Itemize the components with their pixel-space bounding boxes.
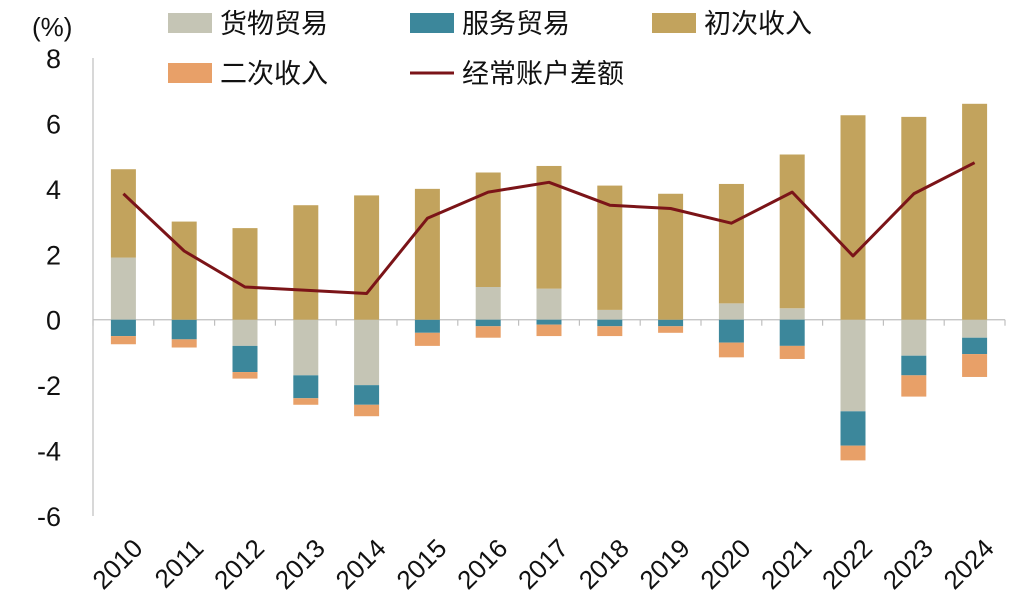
bar-segment [414,332,440,346]
x-tick-label: 2024 [938,533,1000,595]
y-tick-label: 2 [46,240,61,270]
bar-segment [962,354,988,377]
x-tick-label: 2017 [512,533,574,595]
bar-segment [354,195,380,320]
bar-segment [840,411,866,446]
legend-label-current-account: 经常账户差额 [462,59,624,90]
y-tick-label: -6 [37,502,61,532]
bar-segment [658,326,684,333]
bar-segment [232,345,258,373]
y-tick-label: 0 [46,306,61,336]
bar-segment [840,115,866,320]
bar-segment [779,308,805,320]
legend-swatch-goods [168,13,212,33]
x-labels: 2010 201120122013201420152016201720182019… [86,533,999,595]
x-tick-label: 2011 [149,533,210,594]
bar-segment [232,319,258,346]
y-tick-label: 6 [46,109,61,139]
bar-segment [354,319,380,386]
bar-segment [475,326,501,338]
x-tick-label: 2022 [816,533,878,595]
x-tick-label: 2010 [86,533,148,595]
bar-segment [718,342,744,358]
bar-segment [171,339,197,348]
bar-segment [536,319,562,325]
bar-segment [171,221,197,320]
bar-segment [658,319,684,327]
bar-segment [354,404,380,417]
legend-label-goods: 货物贸易 [220,9,328,40]
legend-swatch-primary-income [652,13,696,33]
bar-segment [718,183,744,304]
bar-segment [779,345,805,359]
bar-segment [597,326,623,337]
bar-segment [110,319,136,337]
bar-segment [475,319,501,327]
legend-label-services: 服务贸易 [462,9,570,40]
x-tick-label: 2012 [208,533,270,595]
y-tick-label: -4 [37,437,61,467]
bar-segment [901,319,927,356]
bar-segment [658,193,684,320]
bar-segment [414,319,440,333]
bar-segment [718,319,744,343]
y-tick-label: 4 [46,175,61,205]
bar-segment [232,372,258,379]
legend: 货物贸易 服务贸易 初次收入 二次收入 经常账户差额 [168,9,812,90]
bar-segment [962,337,988,355]
legend-label-secondary-income: 二次收入 [220,59,328,90]
bar-segment [414,188,440,320]
bar-segment [354,385,380,405]
x-tick-label: 2018 [573,533,635,595]
bar-segment [718,303,744,320]
x-tick-label: 2021 [755,533,817,595]
bar-segment [475,287,501,320]
x-tick-label: 2016 [451,533,513,595]
line-layer [122,161,976,296]
bar-segment [293,375,319,399]
x-tick-label: 2013 [269,533,331,595]
bar-segment [597,319,623,327]
bar-segment [536,324,562,337]
legend-swatch-secondary-income [168,63,212,83]
bar-segment [232,228,258,320]
unit-label: (%) [32,12,72,42]
x-tick-label: 2023 [877,533,939,595]
bar-segment [293,319,319,376]
bar-segment [110,336,136,345]
bar-segment [962,103,988,320]
bar-segment [779,319,805,346]
bar-segment [901,355,927,376]
legend-label-primary-income: 初次收入 [704,9,812,40]
x-tick-label: 2014 [330,533,392,595]
bar-segment [840,319,866,412]
bar-segment [171,319,197,340]
current-account-line [122,161,976,296]
y-tick-label: 8 [46,44,61,74]
bar-segment [110,257,136,320]
bar-segment [293,398,319,405]
bar-segment [110,169,136,258]
bar-segment [962,319,988,338]
bars [110,103,988,461]
bar-segment [779,154,805,309]
y-tick-label: -2 [37,371,61,401]
bar-segment [536,288,562,320]
legend-swatch-services [410,13,454,33]
bar-segment [901,116,927,320]
x-tick-label: 2019 [634,533,696,595]
x-tick-label: 2020 [694,533,756,595]
x-tick-label: 2015 [390,533,452,595]
bar-segment [597,309,623,320]
bar-segment [293,205,319,320]
bar-segment [901,375,927,397]
bar-segment [840,445,866,461]
